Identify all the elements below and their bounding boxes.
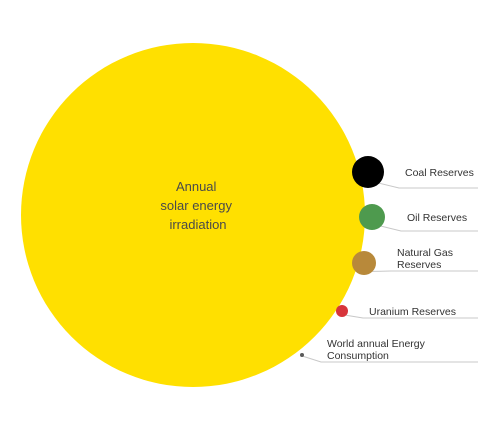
world-consumption-label-line: World annual Energy	[327, 338, 426, 350]
world-consumption-label-line: Consumption	[327, 350, 389, 362]
uranium-item: Uranium Reserves	[336, 305, 478, 318]
uranium-circle	[336, 305, 348, 317]
coal-item: Coal Reserves	[352, 156, 478, 188]
natural-gas-label-line: Natural Gas	[397, 247, 453, 259]
oil-circle	[359, 204, 385, 230]
natural-gas-circle	[352, 251, 376, 275]
oil-label-line: Oil Reserves	[407, 212, 467, 224]
natural-gas-label-line: Reserves	[397, 259, 441, 271]
oil-leader-line	[381, 226, 478, 231]
coal-label-line: Coal Reserves	[405, 167, 474, 179]
solar-label-line: solar energy	[160, 198, 232, 213]
solar-label-line: irradiation	[169, 217, 226, 232]
oil-item: Oil Reserves	[359, 204, 478, 231]
coal-leader-line	[379, 183, 478, 188]
solar-label-line: Annual	[176, 179, 217, 194]
uranium-label: Uranium Reserves	[369, 306, 456, 318]
solar-irradiation-circle	[21, 43, 365, 387]
uranium-label-line: Uranium Reserves	[369, 306, 456, 318]
coal-label: Coal Reserves	[405, 167, 474, 179]
oil-label: Oil Reserves	[407, 212, 467, 224]
coal-circle	[352, 156, 384, 188]
world-consumption-circle	[300, 353, 304, 357]
